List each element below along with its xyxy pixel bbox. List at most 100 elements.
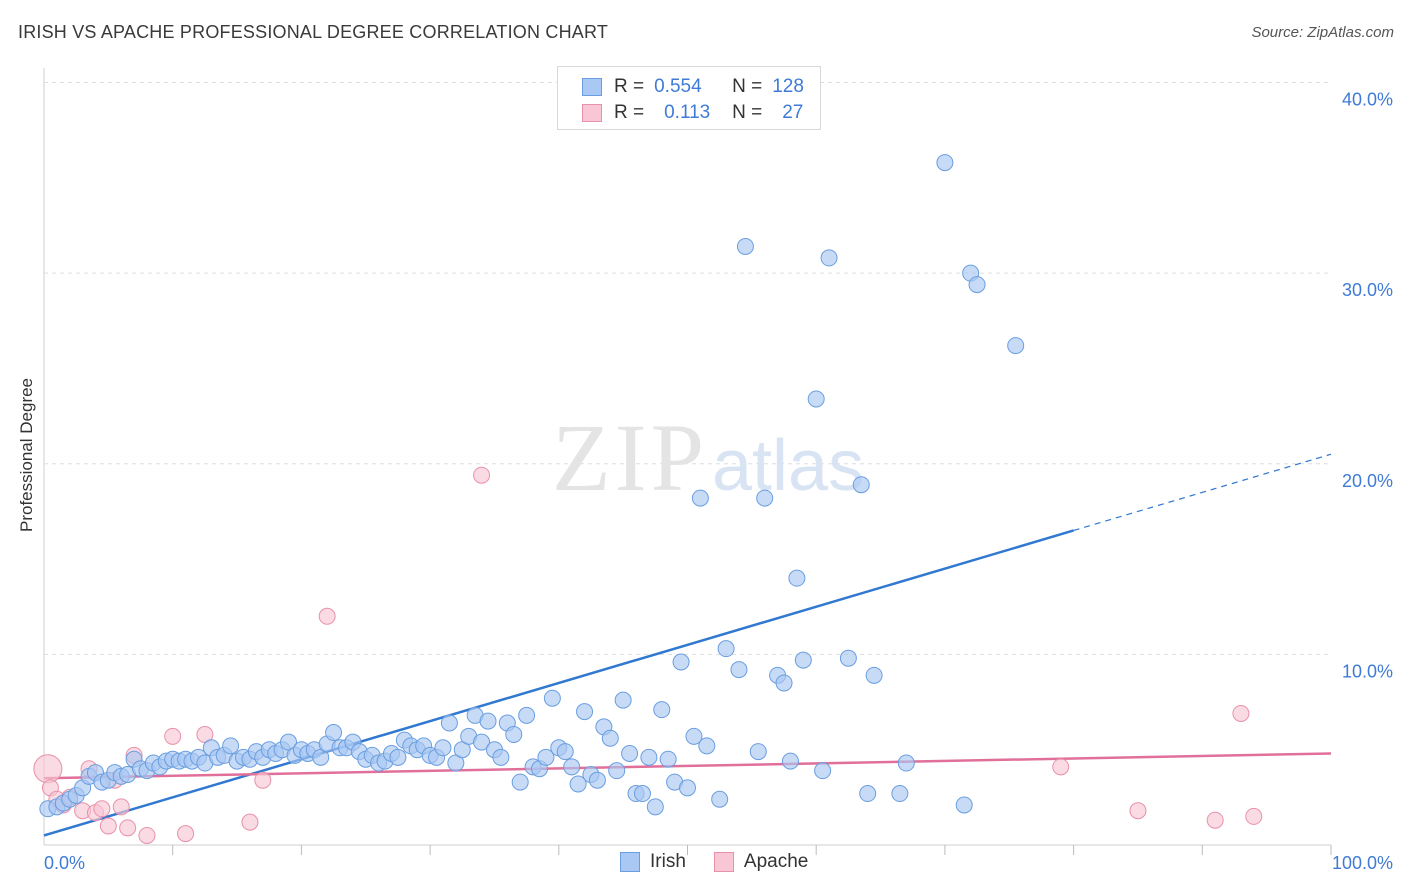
watermark-atlas: atlas	[712, 426, 864, 506]
n-label: N =	[732, 76, 763, 97]
irish-point	[736, 237, 754, 255]
apache-point	[254, 771, 272, 789]
apache-point	[177, 825, 195, 843]
irish-point	[434, 739, 452, 757]
irish-point	[511, 773, 529, 791]
irish-point	[859, 785, 877, 803]
apache-point	[1052, 758, 1070, 776]
legend-item-apache[interactable]: Apache	[713, 851, 809, 873]
legend-row-apache: R = 0.113 N = 27	[582, 101, 803, 125]
irish-point	[852, 476, 870, 494]
irish-point	[781, 752, 799, 770]
irish-point	[389, 748, 407, 766]
apache-point	[318, 607, 336, 625]
legend-row-irish: R = 0.554 N = 128	[582, 75, 804, 99]
irish-point	[653, 701, 671, 719]
apache-point	[164, 727, 182, 745]
source-credit: Source: ZipAtlas.com	[1251, 24, 1394, 41]
irish-point	[563, 758, 581, 776]
n-value: 27	[782, 102, 804, 123]
irish-point	[865, 666, 883, 684]
n-label: N =	[732, 102, 763, 123]
irish-point	[505, 725, 523, 743]
x-tick-label-min: 0.0%	[44, 853, 85, 873]
irish-point	[749, 743, 767, 761]
irish-point	[685, 727, 703, 745]
irish-point	[479, 712, 497, 730]
irish-swatch	[620, 852, 640, 872]
irish-swatch	[582, 78, 602, 96]
apache-point	[1245, 807, 1263, 825]
y-tick-label: 10.0%	[1342, 661, 1393, 681]
irish-point	[698, 737, 716, 755]
irish-point	[756, 489, 774, 507]
irish-point	[588, 771, 606, 789]
irish-point	[807, 390, 825, 408]
apache-swatch	[713, 852, 734, 872]
apache-swatch	[582, 104, 602, 122]
legend-label-apache: Apache	[743, 851, 809, 872]
irish-point	[601, 729, 619, 747]
correlation-legend: R = 0.554 N = 128 R = 0.113 N = 27	[557, 66, 821, 130]
irish-point	[646, 798, 664, 816]
apache-point	[119, 819, 137, 837]
legend-item-irish[interactable]: Irish	[620, 851, 686, 873]
apache-point	[1129, 802, 1147, 820]
irish-point	[556, 743, 574, 761]
legend-label-irish: Irish	[650, 851, 686, 872]
irish-point	[1007, 337, 1025, 355]
irish-point	[711, 790, 729, 808]
irish-point	[775, 674, 793, 692]
y-tick-label: 20.0%	[1342, 471, 1393, 491]
irish-point	[543, 689, 561, 707]
irish-point	[788, 569, 806, 587]
irish-point	[621, 745, 639, 763]
irish-point	[897, 754, 915, 772]
irish-point	[633, 785, 651, 803]
irish-point	[968, 276, 986, 294]
irish-point	[891, 785, 909, 803]
irish-point	[794, 651, 812, 669]
r-label: R =	[614, 102, 645, 123]
trend-lines	[43, 453, 1332, 837]
irish-point	[730, 661, 748, 679]
y-tick-label: 40.0%	[1342, 90, 1393, 110]
irish-point	[814, 762, 832, 780]
apache-point	[99, 817, 117, 835]
irish-point	[222, 737, 240, 755]
apache-point	[93, 800, 111, 818]
irish-point	[614, 691, 632, 709]
apache-point	[1206, 811, 1224, 829]
r-value: 0.554	[654, 76, 702, 97]
apache-point	[473, 466, 491, 484]
irish-point	[537, 748, 555, 766]
irish-point	[839, 649, 857, 667]
irish-point	[473, 733, 491, 751]
irish-point	[518, 706, 536, 724]
irish-points	[39, 154, 1025, 818]
irish-point	[936, 154, 954, 172]
apache-point	[138, 826, 156, 844]
irish-point	[820, 249, 838, 267]
trend-line-extension-irish	[1073, 453, 1332, 532]
trend-line-irish	[43, 529, 1074, 837]
irish-point	[717, 640, 735, 658]
r-label: R =	[614, 76, 645, 97]
y-tick-labels: 10.0% 20.0% 30.0% 40.0%	[1342, 90, 1393, 682]
irish-point	[569, 775, 587, 793]
irish-point	[955, 796, 973, 814]
irish-point	[679, 779, 696, 797]
irish-point	[325, 724, 343, 742]
apache-point	[33, 754, 63, 784]
irish-point	[640, 748, 658, 766]
irish-point	[576, 703, 594, 721]
x-tick-label-max: 100.0%	[1332, 853, 1393, 873]
y-tick-label: 30.0%	[1342, 280, 1393, 300]
chart-title: IRISH VS APACHE PROFESSIONAL DEGREE CORR…	[18, 22, 609, 42]
n-value: 128	[772, 76, 804, 97]
irish-point	[672, 653, 690, 671]
apache-point	[1232, 704, 1250, 722]
irish-point	[440, 714, 458, 732]
apache-point	[112, 798, 130, 816]
